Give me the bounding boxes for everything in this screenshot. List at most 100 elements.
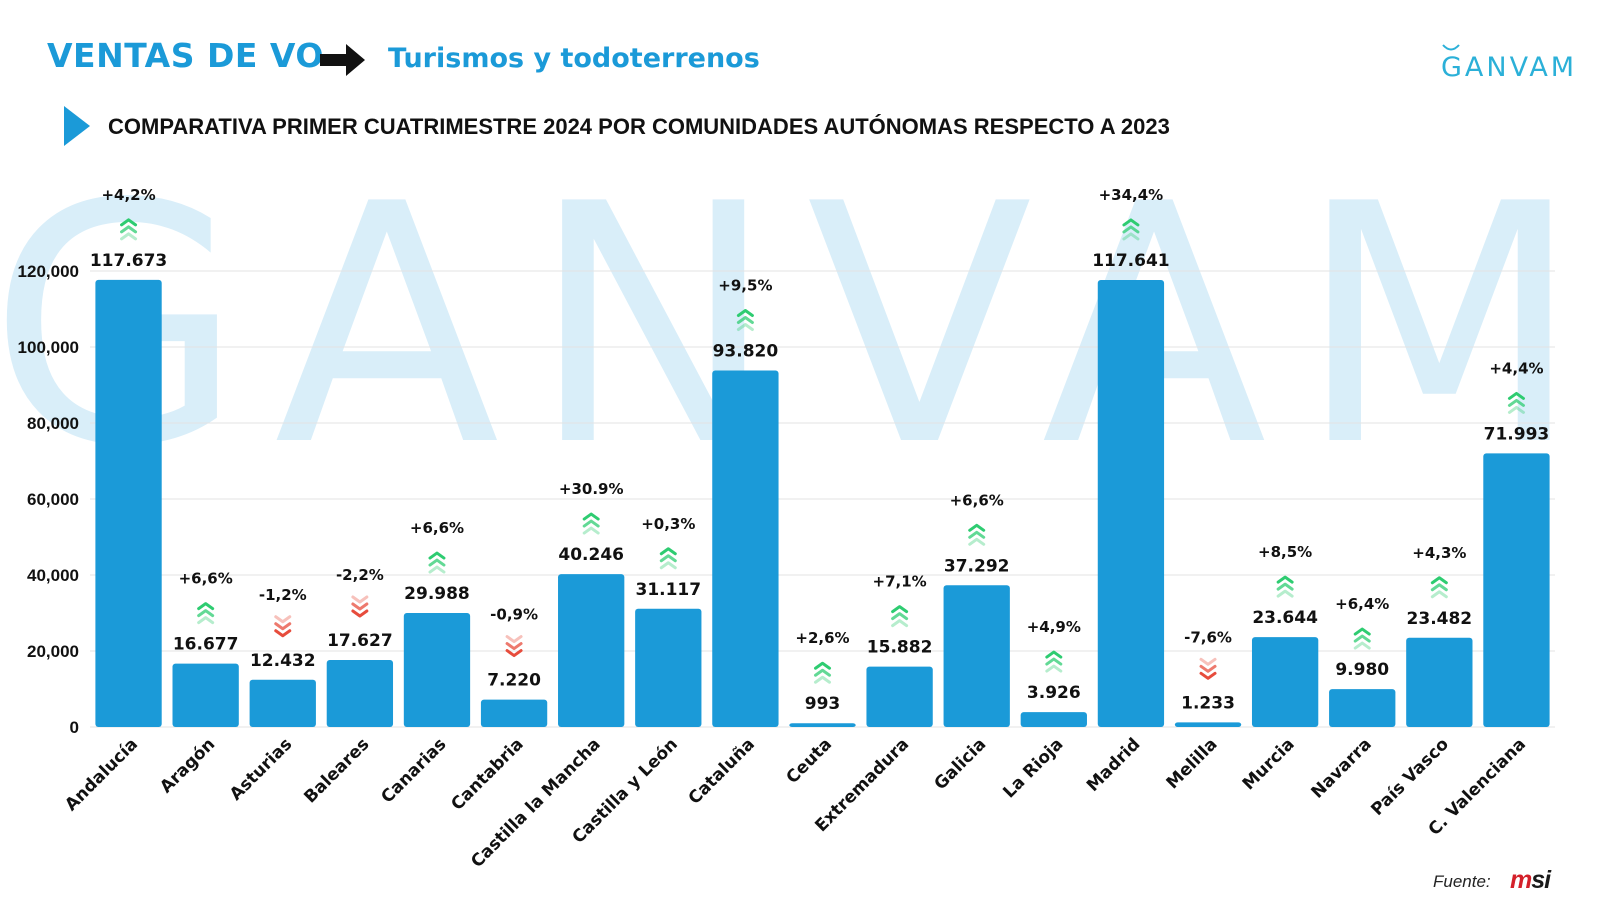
bar (1251, 637, 1319, 727)
x-tick-label: Navarra (1308, 734, 1376, 802)
trend-down-icon (351, 595, 369, 618)
change-label: -0,9% (490, 606, 538, 624)
x-tick-label: Madrid (1083, 734, 1144, 795)
y-tick-label: 60,000 (27, 490, 79, 509)
change-label: +4,9% (1027, 618, 1081, 636)
trend-up-icon (968, 523, 986, 546)
x-tick-label: País Vasco (1367, 734, 1453, 820)
bar (1406, 637, 1473, 727)
page-title: VENTAS DE VO (47, 36, 324, 75)
bar (1020, 712, 1087, 727)
bar (95, 279, 162, 727)
value-label: 12.432 (250, 651, 316, 671)
trend-up-icon (1353, 627, 1371, 650)
trend-up-icon (1507, 391, 1525, 414)
watermark: GANVAM (0, 134, 1600, 518)
value-label: 93.820 (713, 341, 779, 361)
bar (403, 613, 471, 727)
change-label: +9,5% (718, 276, 772, 294)
chart-title: COMPARATIVA PRIMER CUATRIMESTRE 2024 POR… (108, 114, 1170, 139)
value-label: 23.644 (1252, 608, 1318, 628)
value-label: 9.980 (1335, 660, 1389, 680)
value-label: 1.233 (1181, 693, 1235, 713)
change-label: +7,1% (873, 573, 927, 591)
x-tick-label: Cantabria (447, 734, 527, 814)
change-label: +2,6% (795, 629, 849, 647)
brand-logo: GANVAM (1441, 52, 1578, 83)
y-tick-label: 120,000 (18, 262, 79, 281)
change-label: +4,3% (1412, 544, 1466, 562)
trend-up-icon (891, 605, 909, 628)
change-label: +6,6% (410, 519, 464, 537)
change-label: +34,4% (1099, 186, 1164, 204)
y-tick-label: 20,000 (27, 642, 79, 661)
change-label: +6,4% (1335, 595, 1389, 613)
y-tick-label: 80,000 (27, 414, 79, 433)
value-label: 993 (805, 694, 841, 714)
x-tick-label: Baleares (300, 734, 373, 807)
change-label: +4,2% (101, 186, 155, 204)
value-label: 117.673 (90, 251, 167, 271)
x-tick-label: Aragón (156, 734, 219, 797)
value-label: 17.627 (327, 631, 393, 651)
trend-up-icon (814, 661, 831, 684)
value-label: 15.882 (867, 638, 933, 658)
trend-up-icon (1122, 218, 1140, 241)
y-tick-label: 100,000 (18, 338, 79, 357)
value-label: 7.220 (487, 671, 541, 691)
bar (1174, 722, 1242, 727)
trend-up-icon (120, 218, 138, 241)
source-label: Fuente: (1433, 872, 1491, 891)
value-label: 40.246 (558, 545, 624, 565)
bar (712, 370, 779, 727)
x-tick-label: Andalucía (61, 734, 142, 815)
logo-accent-icon (1442, 44, 1460, 51)
trend-up-icon (659, 547, 677, 570)
value-label: 31.117 (635, 580, 701, 600)
bar (249, 679, 316, 727)
source-logo-m: m (1510, 866, 1532, 894)
x-tick-label: Asturias (226, 734, 296, 804)
change-label: -2,2% (336, 566, 384, 584)
bar (1329, 689, 1396, 727)
value-label: 117.641 (1092, 251, 1169, 271)
arrow-right-icon (320, 44, 365, 76)
trend-up-icon (1045, 650, 1063, 673)
y-tick-label: 0 (70, 718, 79, 737)
bar (480, 699, 548, 727)
section-marker-icon (64, 106, 90, 146)
trend-down-icon (1199, 657, 1217, 680)
trend-up-icon (1430, 576, 1448, 599)
change-label: +0,3% (641, 515, 695, 533)
value-label: 37.292 (944, 556, 1010, 576)
source-logo: msi (1510, 866, 1551, 895)
bar (326, 660, 394, 727)
change-label: -7,6% (1184, 628, 1232, 646)
bar (789, 723, 856, 727)
value-label: 23.482 (1407, 609, 1473, 629)
trend-down-icon (505, 635, 523, 658)
value-label: 71.993 (1484, 424, 1550, 444)
change-label: +30.9% (559, 480, 624, 498)
value-label: 3.926 (1027, 683, 1081, 703)
y-tick-label: 40,000 (27, 566, 79, 585)
change-label: +8,5% (1258, 543, 1312, 561)
change-label: +6,6% (950, 491, 1004, 509)
trend-up-icon (582, 512, 600, 535)
trend-up-icon (197, 602, 215, 625)
data-labels: 117.673 +4,2% 16.677 +6,6% 12.432 -1,2% 17.627… (90, 186, 1549, 714)
bar (866, 666, 933, 727)
bars (95, 279, 1550, 727)
trend-up-icon (1276, 575, 1294, 598)
bar (1097, 279, 1165, 727)
change-label: -1,2% (259, 586, 307, 604)
x-tick-label: Cataluña (685, 734, 759, 808)
x-tick-label: Canarias (377, 734, 450, 807)
x-tick-label: Ceuta (782, 734, 836, 788)
value-label: 16.677 (173, 635, 239, 655)
source-logo-rest: si (1531, 866, 1551, 894)
bar (172, 663, 239, 727)
trend-up-icon (428, 551, 446, 574)
value-label: 29.988 (404, 584, 470, 604)
